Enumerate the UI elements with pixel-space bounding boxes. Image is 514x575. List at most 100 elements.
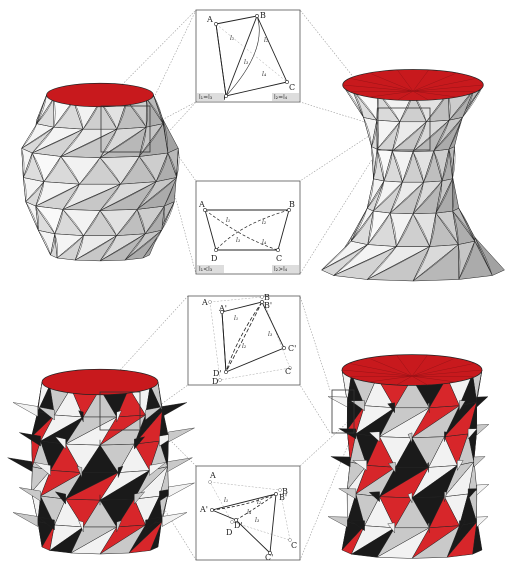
fold-curve — [373, 180, 385, 212]
fold-curve — [402, 151, 414, 183]
fold-curve — [373, 182, 403, 212]
spike — [428, 402, 430, 413]
rim-fold — [412, 84, 484, 92]
rim-fold — [411, 363, 476, 377]
spike — [467, 488, 478, 500]
length-l4: l₄ — [262, 71, 267, 78]
spike — [168, 427, 195, 443]
spike — [78, 410, 84, 423]
length-l2: l₂ — [242, 343, 247, 350]
facet — [446, 521, 477, 558]
point-B-prime: B' — [264, 301, 272, 310]
fold-curve — [32, 152, 45, 182]
fold-curve — [396, 213, 414, 247]
point-D-prime: D' — [234, 521, 243, 530]
point-B: B — [282, 487, 288, 496]
fold-curve — [458, 244, 461, 280]
fold-curve — [124, 233, 146, 261]
fold-curve — [21, 148, 25, 178]
point-A: A — [198, 200, 205, 209]
fold-curve — [124, 230, 162, 261]
rim-fold — [348, 375, 413, 377]
facet — [435, 178, 453, 214]
length-l2: l₂ — [262, 219, 267, 226]
inset-3: A B C D A' B' C' D' l₁ l₂ l₃ — [187, 293, 301, 386]
fold-curve — [376, 120, 379, 150]
spike — [145, 406, 162, 421]
spike — [368, 491, 380, 503]
length-l1: l₁ — [230, 35, 234, 42]
spike — [444, 431, 448, 442]
fold-curve — [136, 177, 177, 210]
fold-curve — [99, 233, 146, 262]
spike — [13, 512, 38, 527]
rim-fold — [342, 84, 414, 92]
spike — [38, 516, 55, 531]
point-A-prime: A' — [218, 304, 227, 313]
fold-curve — [35, 206, 39, 231]
fold-curve — [21, 123, 38, 149]
point-A: A — [201, 298, 208, 307]
spike — [476, 424, 490, 436]
rim-fold — [397, 69, 414, 92]
point-A: A — [206, 15, 213, 24]
fold-curve — [162, 119, 169, 154]
rim-opening — [341, 354, 483, 386]
spike — [457, 460, 464, 472]
fold-curve — [32, 127, 54, 154]
length-l1: l₁ — [224, 497, 228, 504]
fold-curve — [433, 120, 450, 152]
fold-curve — [136, 181, 157, 210]
fold-curve — [23, 177, 27, 202]
fold-curve — [62, 184, 121, 210]
fold-curve — [136, 209, 146, 234]
facet — [444, 461, 475, 497]
fold-curve — [145, 206, 165, 234]
fold-curve — [25, 201, 39, 231]
spike — [19, 487, 41, 502]
spike — [459, 520, 466, 532]
highlight-box-3 — [99, 391, 141, 431]
rim-fold — [411, 354, 428, 377]
fold-curve — [333, 244, 368, 276]
spike — [473, 456, 486, 468]
rim-fold — [341, 369, 413, 377]
fold-curve — [62, 184, 80, 210]
rim-fold — [348, 363, 413, 377]
length-l3: l₃ — [268, 331, 273, 338]
rim-opening — [41, 368, 159, 396]
hyperboloid-vase — [321, 69, 505, 282]
spike — [116, 410, 122, 423]
spike — [407, 432, 413, 443]
length-l1: l₁ — [234, 315, 238, 322]
spike — [162, 402, 187, 417]
fold-curve — [321, 244, 368, 271]
fold-curve — [373, 149, 378, 179]
point-B: B — [264, 293, 270, 302]
highlight-box-1 — [100, 105, 151, 153]
fold-curve — [392, 150, 403, 183]
highlight-box-2 — [377, 107, 431, 151]
facet — [376, 527, 430, 559]
rim-fold — [412, 90, 477, 92]
fold-curve — [433, 150, 443, 182]
fold-curve — [351, 211, 374, 242]
fold-curve — [56, 235, 84, 259]
point-C: C — [276, 254, 282, 263]
fold-curve — [35, 184, 80, 207]
fold-curve — [60, 129, 84, 157]
fold-curve — [367, 213, 391, 245]
spike — [338, 428, 357, 440]
fold-curve — [389, 182, 424, 214]
fold-curve — [367, 246, 397, 280]
rim-fold — [368, 375, 413, 383]
facet — [474, 236, 505, 276]
point-D: D — [226, 528, 232, 537]
inset-1: A B C D l₁ l₂ l₃ l₄ l₁=l₃ l₂=l₄ — [195, 9, 301, 103]
fold-curve — [99, 235, 117, 262]
spike — [327, 516, 348, 528]
fold-curve — [392, 121, 427, 152]
fold-curve — [412, 182, 424, 214]
fold-curve — [435, 212, 459, 245]
spike — [327, 396, 348, 408]
